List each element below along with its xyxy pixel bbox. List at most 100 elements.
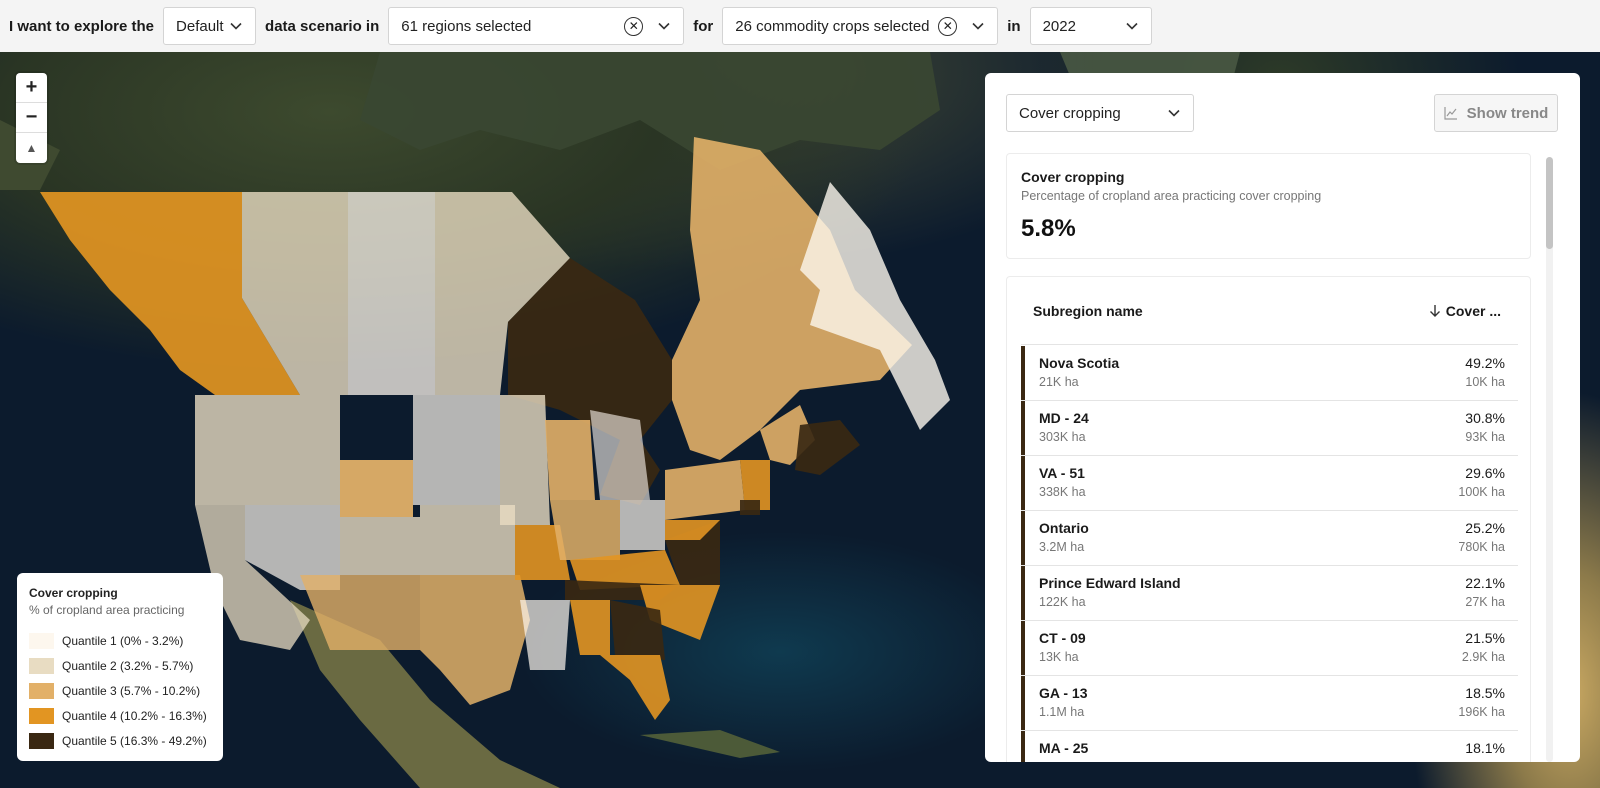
region-illinois-indiana[interactable] — [550, 500, 620, 560]
row-percent: 49.2% — [1465, 355, 1505, 371]
region-texas[interactable] — [420, 575, 530, 705]
region-us-northwest[interactable] — [195, 395, 340, 505]
scenario-value: Default — [176, 17, 224, 35]
clear-regions-icon[interactable]: ✕ — [624, 16, 644, 36]
regions-select[interactable]: 61 regions selected ✕ — [388, 7, 685, 45]
row-name: MD - 24 — [1039, 410, 1089, 426]
clear-crops-icon[interactable]: ✕ — [938, 16, 958, 36]
row-area: 338K ha — [1039, 485, 1086, 499]
region-nevada-utah[interactable] — [245, 505, 340, 590]
row-name: Nova Scotia — [1039, 355, 1120, 371]
region-british-columbia[interactable] — [40, 192, 300, 395]
panel-scrollbar[interactable] — [1546, 157, 1553, 762]
legend-item: Quantile 3 (5.7% - 10.2%) — [29, 678, 211, 703]
legend-swatch — [29, 682, 54, 699]
in-text: in — [1007, 17, 1021, 35]
region-georgia[interactable] — [610, 600, 665, 660]
legend-swatch — [29, 732, 54, 749]
land-arctic-islands — [360, 52, 940, 170]
row-percent: 18.1% — [1465, 740, 1505, 756]
year-select[interactable]: 2022 — [1029, 7, 1152, 45]
summary-title: Cover cropping — [1021, 169, 1125, 185]
metric-select[interactable]: Cover cropping — [1006, 94, 1194, 132]
map-canvas[interactable]: + − ▲ Cover cropping % of cropland area … — [0, 52, 1600, 788]
chevron-down-icon — [230, 22, 242, 30]
row-color-bar — [1021, 346, 1025, 400]
zoom-in-button[interactable]: + — [16, 73, 47, 103]
region-michigan[interactable] — [590, 410, 650, 500]
legend-label: Quantile 2 (3.2% - 5.7%) — [62, 658, 194, 673]
region-southwest[interactable] — [300, 575, 420, 650]
row-cover-area: 196K ha — [1458, 705, 1505, 719]
region-saskatchewan[interactable] — [348, 192, 435, 395]
row-area: 122K ha — [1039, 595, 1086, 609]
row-color-bar — [1021, 511, 1025, 565]
region-wisconsin[interactable] — [545, 420, 595, 500]
table-row[interactable]: Nova Scotia 21K ha 49.2% 10K ha — [1021, 346, 1518, 401]
region-iowa-minnesota[interactable] — [500, 395, 550, 525]
show-trend-button[interactable]: Show trend — [1434, 94, 1558, 132]
column-header-value[interactable]: Cover ... — [1429, 303, 1501, 319]
column-header-value-label: Cover ... — [1445, 302, 1501, 319]
region-wyoming[interactable] — [340, 460, 413, 517]
table-row[interactable]: Ontario 3.2M ha 25.2% 780K ha — [1021, 511, 1518, 566]
row-cover-area: 100K ha — [1458, 485, 1505, 499]
scenario-suffix-text: data scenario in — [265, 17, 380, 35]
legend-item: Quantile 4 (10.2% - 16.3%) — [29, 703, 211, 728]
row-name: CT - 09 — [1039, 630, 1086, 646]
regions-value: 61 regions selected — [401, 17, 532, 35]
region-colorado[interactable] — [340, 517, 420, 575]
row-name: Prince Edward Island — [1039, 575, 1181, 591]
region-missouri[interactable] — [515, 525, 570, 580]
region-ohio[interactable] — [620, 500, 665, 550]
region-nova-scotia[interactable] — [795, 420, 860, 475]
scenario-select[interactable]: Default — [163, 7, 257, 45]
legend-swatch — [29, 657, 54, 674]
row-cover-area: 27K ha — [1465, 595, 1505, 609]
crops-select[interactable]: 26 commodity crops selected ✕ — [722, 7, 999, 45]
column-header-name[interactable]: Subregion name — [1033, 302, 1143, 319]
table-row[interactable]: GA - 13 1.1M ha 18.5% 196K ha — [1021, 676, 1518, 731]
region-alberta[interactable] — [242, 192, 348, 395]
table-row[interactable]: VA - 51 338K ha 29.6% 100K ha — [1021, 456, 1518, 511]
table-row[interactable]: MA - 25 18.1% — [1021, 731, 1518, 762]
region-newfoundland[interactable] — [800, 182, 950, 430]
row-cover-area: 2.9K ha — [1461, 650, 1505, 664]
zoom-out-button[interactable]: − — [16, 103, 47, 133]
row-area: 1.1M ha — [1039, 705, 1085, 719]
table-row[interactable]: MD - 24 303K ha 30.8% 93K ha — [1021, 401, 1518, 456]
legend-title: Cover cropping — [29, 586, 118, 600]
summary-subtitle: Percentage of cropland area practicing c… — [1021, 189, 1322, 203]
region-plains-south[interactable] — [420, 505, 515, 575]
region-maryland[interactable] — [665, 520, 720, 540]
compass-button[interactable]: ▲ — [25, 141, 38, 155]
legend-swatch — [29, 707, 54, 724]
row-percent: 29.6% — [1465, 465, 1505, 481]
row-color-bar — [1021, 401, 1025, 455]
table-row[interactable]: CT - 09 13K ha 21.5% 2.9K ha — [1021, 621, 1518, 676]
region-kentucky[interactable] — [570, 550, 680, 590]
scrollbar-thumb[interactable] — [1546, 157, 1553, 249]
summary-card: Cover cropping Percentage of cropland ar… — [1006, 153, 1531, 259]
choropleth-map[interactable] — [0, 52, 1600, 788]
table-row[interactable]: Prince Edward Island 122K ha 22.1% 27K ha — [1021, 566, 1518, 621]
region-new-england[interactable] — [740, 460, 770, 510]
legend-item: Quantile 5 (16.3% - 49.2%) — [29, 728, 211, 753]
region-manitoba[interactable] — [435, 192, 570, 395]
region-plains-north[interactable] — [413, 395, 500, 505]
region-alabama[interactable] — [570, 600, 610, 655]
region-quebec[interactable] — [672, 137, 912, 460]
show-trend-label: Show trend — [1466, 104, 1549, 122]
row-percent: 18.5% — [1465, 685, 1505, 701]
region-california[interactable] — [195, 505, 310, 650]
legend-label: Quantile 5 (16.3% - 49.2%) — [62, 733, 207, 748]
chevron-down-icon — [658, 22, 670, 30]
region-florida[interactable] — [600, 655, 670, 720]
region-carolinas[interactable] — [640, 585, 720, 640]
region-mississippi-louisiana[interactable] — [520, 600, 570, 670]
region-connecticut[interactable] — [740, 500, 760, 515]
row-percent: 21.5% — [1465, 630, 1505, 646]
region-pennsylvania-ny[interactable] — [665, 460, 745, 520]
zoom-controls: + − ▲ — [16, 73, 47, 163]
row-color-bar — [1021, 566, 1025, 620]
